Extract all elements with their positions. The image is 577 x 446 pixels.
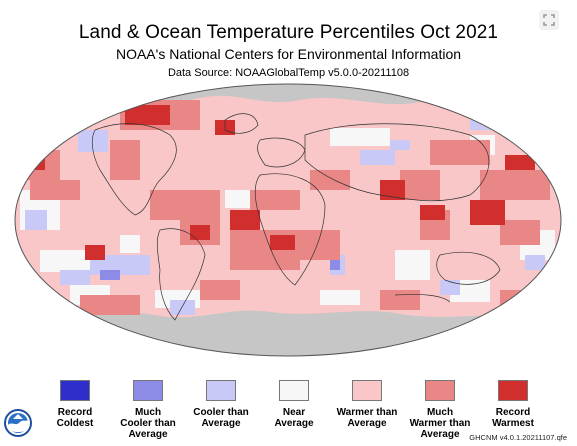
record-warmest-patches: [20, 105, 535, 260]
continent-outlines: [91, 113, 501, 321]
legend-item: Cooler than Average: [186, 380, 256, 429]
expand-button[interactable]: [539, 10, 559, 30]
legend-item: Near Average: [259, 380, 329, 429]
legend-label: Warmer than Average: [336, 407, 398, 429]
legend-item: Warmer than Average: [332, 380, 402, 429]
legend-label: Cooler than Average: [193, 407, 249, 429]
legend-swatch: [60, 380, 90, 401]
legend-item: Record Warmest: [478, 380, 548, 429]
legend-swatch: [425, 380, 455, 401]
data-source-label: Data Source: NOAAGlobalTemp v5.0.0-20211…: [167, 67, 410, 79]
noaa-logo-icon: [4, 409, 32, 437]
legend-label: Record Coldest: [56, 407, 94, 429]
footer-credit: GHCNM v4.0.1.20211107.qfe: [469, 433, 567, 442]
legend-label: Much Warmer than Average: [409, 407, 471, 440]
legend-swatch: [133, 380, 163, 401]
legend-item: Much Warmer than Average: [405, 380, 475, 440]
percentile-map-svg: [14, 83, 562, 357]
antarctic-nodata: [15, 310, 561, 356]
legend-item: Record Coldest: [40, 380, 110, 429]
legend-swatch: [206, 380, 236, 401]
world-map: [0, 80, 577, 360]
legend-label: Record Warmest: [492, 407, 534, 429]
page-subtitle: NOAA's National Centers for Environmenta…: [115, 46, 462, 62]
much-cooler-patches: [100, 260, 340, 280]
legend-label: Much Cooler than Average: [120, 407, 176, 440]
legend-swatch: [279, 380, 309, 401]
legend-item: Much Cooler than Average: [113, 380, 183, 440]
globe-outline: [14, 83, 562, 357]
legend: Record Coldest Much Cooler than Average Co…: [40, 380, 550, 440]
page-title: Land & Ocean Temperature Percentiles Oct…: [78, 22, 499, 43]
legend-label: Near Average: [274, 407, 314, 429]
expand-icon: [543, 14, 555, 26]
legend-swatch: [498, 380, 528, 401]
legend-swatch: [352, 380, 382, 401]
